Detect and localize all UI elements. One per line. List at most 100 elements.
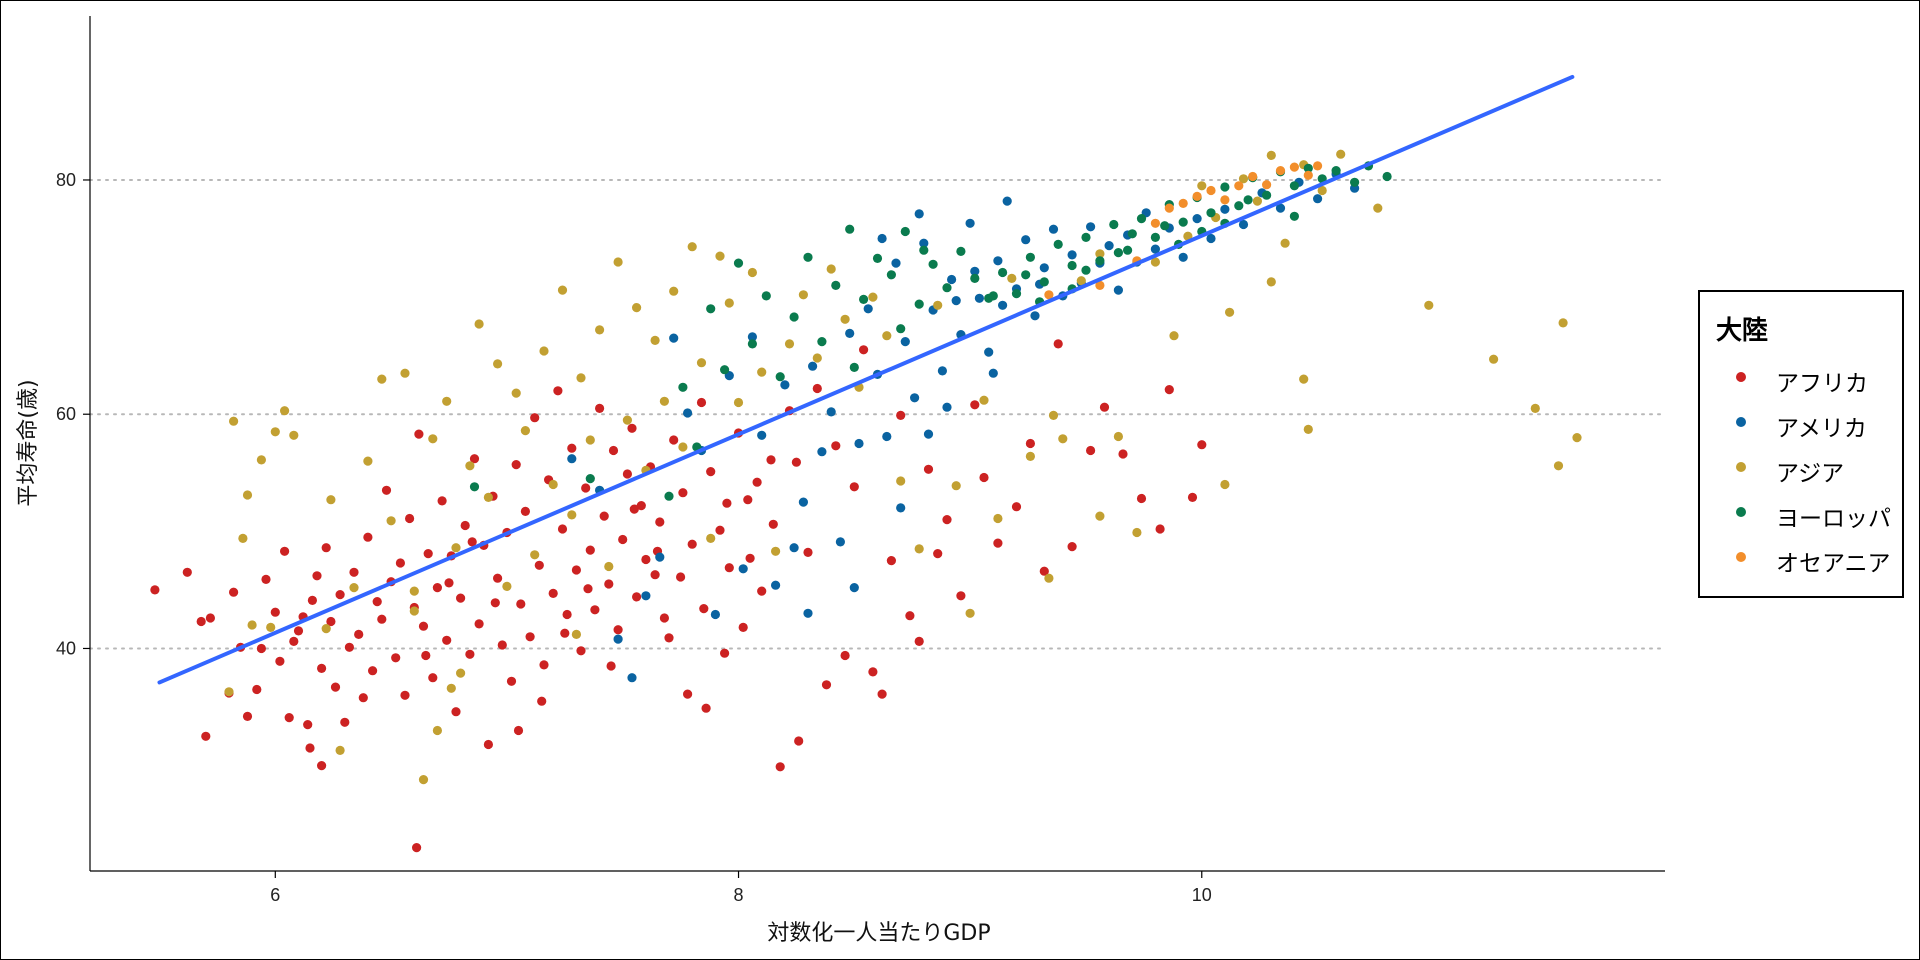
point-series-1-39 (1002, 196, 1012, 206)
point-series-2-45 (659, 396, 670, 406)
point-series-2-50 (706, 533, 716, 544)
point-series-1-61 (1238, 219, 1249, 230)
point-series-3-63 (1021, 270, 1031, 280)
point-series-2-26 (483, 492, 493, 502)
point-series-1-23 (854, 438, 864, 449)
point-series-1-69 (988, 368, 998, 378)
point-series-0-55 (456, 593, 466, 603)
x-axis-title: 対数化一人当たりGDP (767, 921, 990, 946)
point-series-2-79 (1132, 527, 1142, 538)
x-tick-label-8: 8 (734, 885, 744, 905)
point-series-2-68 (951, 481, 961, 491)
point-series-0-153 (513, 725, 524, 736)
grid-layer (89, 178, 1666, 650)
point-series-0-80 (571, 565, 582, 575)
point-series-3-0 (469, 482, 480, 492)
point-series-3-48 (1303, 163, 1313, 173)
point-series-2-70 (979, 395, 989, 405)
point-series-0-3 (201, 731, 211, 741)
point-series-3-33 (1095, 256, 1105, 266)
point-series-2-71 (993, 513, 1003, 524)
x-tick-label-6: 6 (270, 885, 280, 905)
point-series-3-11 (789, 312, 799, 322)
point-series-2-57 (784, 339, 795, 349)
point-series-1-79 (951, 296, 961, 306)
point-series-2-47 (678, 442, 688, 452)
trend-line (157, 74, 1575, 685)
point-series-3-61 (896, 324, 906, 334)
point-series-0-147 (1118, 449, 1128, 459)
point-series-0-149 (1155, 524, 1165, 534)
point-series-2-97 (1553, 461, 1564, 471)
legend-item-europe: ヨーロッパ (1700, 493, 1900, 533)
point-series-0-161 (606, 661, 616, 671)
point-series-1-68 (942, 402, 952, 412)
point-series-0-29 (340, 717, 350, 727)
legend: 大陸 アフリカ アメリカ アジア ヨーロッパ オセアニア (1698, 290, 1904, 598)
point-series-3-1 (585, 474, 595, 484)
point-series-2-64 (882, 331, 892, 341)
point-series-0-123 (831, 441, 841, 451)
point-series-2-73 (1025, 451, 1035, 461)
point-series-2-102 (1220, 479, 1230, 490)
point-series-2-31 (530, 550, 540, 560)
point-series-2-53 (733, 397, 744, 408)
point-series-2-56 (771, 546, 781, 556)
point-series-2-74 (1044, 573, 1054, 583)
point-series-2-48 (687, 242, 697, 252)
point-series-1-71 (849, 583, 859, 593)
point-series-2-52 (724, 298, 734, 308)
point-series-2-41 (622, 415, 633, 425)
point-series-2-14 (377, 374, 387, 384)
point-series-0-51 (437, 496, 447, 506)
point-series-1-78 (998, 300, 1008, 310)
point-series-2-20 (432, 725, 442, 736)
point-series-1-16 (789, 543, 799, 553)
point-series-2-17 (409, 586, 419, 596)
point-series-0-86 (599, 511, 609, 521)
point-series-0-30 (344, 642, 354, 652)
point-series-1-11 (738, 564, 748, 574)
point-series-4-1 (1095, 280, 1105, 290)
point-series-2-16 (400, 368, 410, 378)
point-series-2-23 (456, 668, 466, 678)
point-series-3-42 (1220, 182, 1230, 192)
point-series-1-5 (655, 552, 665, 562)
point-series-0-127 (868, 667, 878, 677)
point-series-1-18 (808, 361, 818, 371)
point-series-3-18 (886, 270, 897, 280)
point-series-2-99 (1572, 433, 1582, 443)
point-series-4-7 (1206, 185, 1216, 196)
point-series-0-92 (627, 423, 637, 433)
point-series-0-47 (418, 621, 429, 631)
point-series-0-158 (421, 650, 431, 661)
point-series-2-5 (256, 455, 266, 465)
point-series-1-76 (914, 209, 924, 219)
point-series-1-38 (993, 256, 1003, 266)
legend-item-oceania: オセアニア (1700, 538, 1900, 578)
point-series-3-6 (720, 365, 730, 375)
point-series-3-14 (831, 280, 841, 290)
point-series-3-16 (859, 294, 869, 304)
point-series-3-43 (1234, 201, 1244, 211)
legend-label-americas: アメリカ (1776, 416, 1867, 442)
point-series-1-19 (817, 447, 827, 457)
point-series-0-151 (1187, 492, 1198, 502)
point-series-2-33 (548, 479, 558, 490)
point-series-3-28 (1025, 252, 1035, 262)
y-axis-title: 平均寿命(歳) (16, 379, 41, 506)
point-series-0-6 (229, 587, 239, 597)
point-series-2-18 (418, 775, 429, 785)
point-series-4-9 (1234, 181, 1244, 191)
point-series-0-35 (368, 666, 378, 676)
point-series-3-68 (1243, 195, 1253, 205)
point-series-2-81 (1169, 331, 1179, 341)
point-series-0-126 (859, 345, 869, 355)
point-series-0-106 (724, 563, 734, 573)
point-series-0-122 (821, 680, 832, 690)
point-series-2-21 (442, 396, 452, 406)
point-series-2-100 (1299, 374, 1309, 384)
point-series-3-56 (1081, 265, 1091, 275)
point-series-1-6 (669, 333, 679, 343)
point-series-0-141 (1025, 438, 1035, 449)
